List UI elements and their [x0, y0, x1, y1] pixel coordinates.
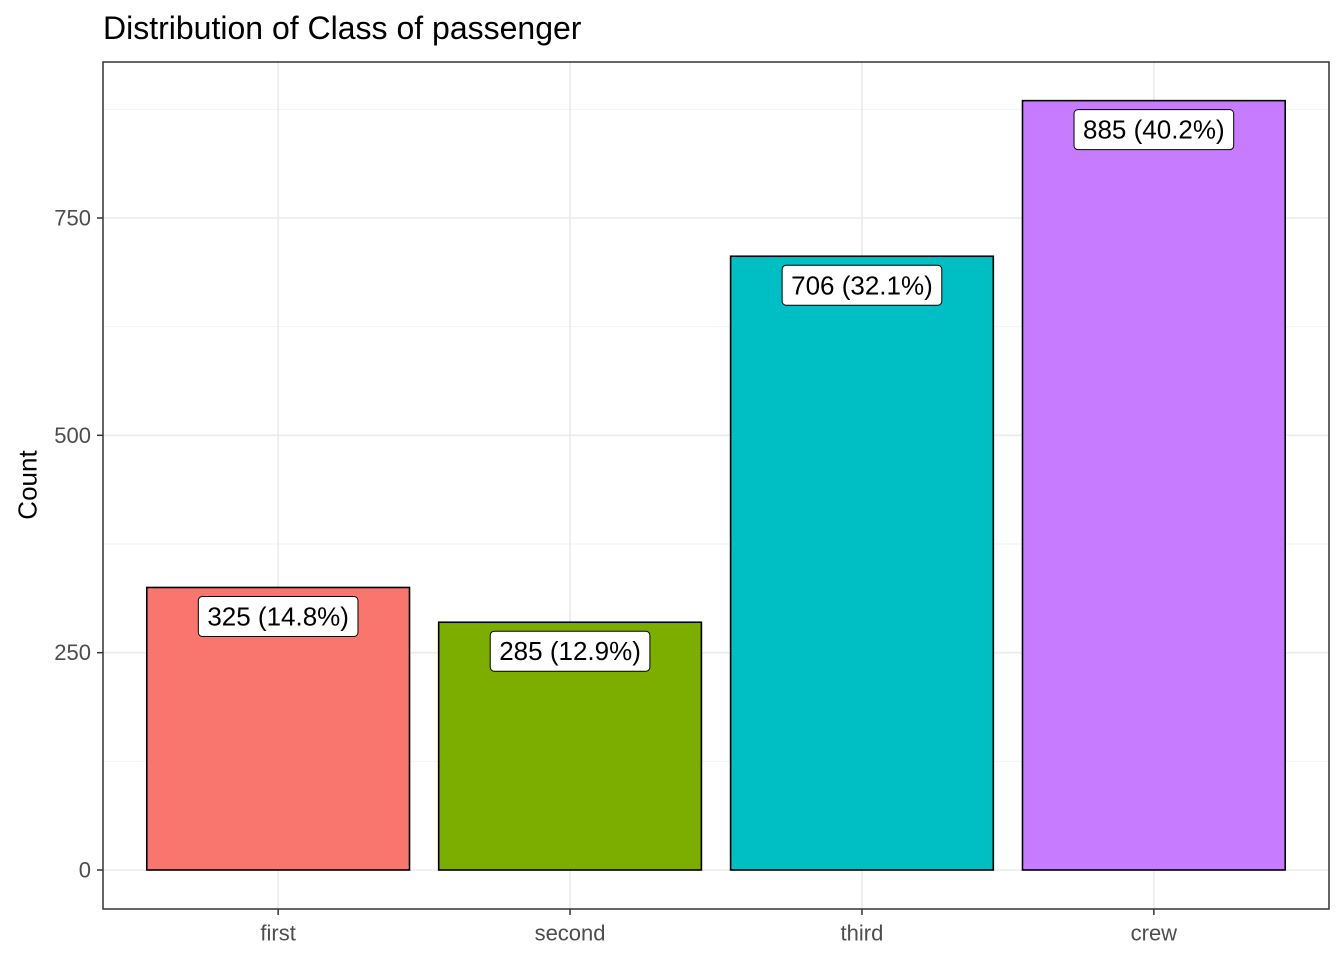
data-label-text: 885 (40.2%): [1083, 115, 1225, 145]
data-label-box: [781, 264, 943, 306]
data-label-text: 706 (32.1%): [791, 270, 933, 300]
y-tick-label: 750: [54, 206, 91, 231]
data-label-crew: 885 (40.2%): [1073, 109, 1235, 151]
chart-title: Distribution of Class of passenger: [103, 10, 582, 46]
data-label-box: [197, 595, 359, 637]
data-label-box: [1073, 109, 1235, 151]
bar-crew: [1021, 99, 1287, 871]
y-tick-label: 0: [79, 858, 91, 883]
panel-border: [102, 61, 1330, 910]
data-label-first: 325 (14.8%): [197, 595, 359, 637]
data-label-text: 325 (14.8%): [207, 601, 349, 631]
y-tick-label: 250: [54, 640, 91, 665]
data-labels: 325 (14.8%) 285 (12.9%) 706 (32.1%) 885 (40…: [197, 109, 1235, 672]
x-tick-label-second: second: [535, 921, 606, 946]
x-tick-label-crew: crew: [1131, 921, 1178, 946]
x-tick-label-first: first: [260, 921, 295, 946]
data-label-third: 706 (32.1%): [781, 264, 943, 306]
data-label-second: 285 (12.9%): [489, 630, 651, 672]
x-tick-label-third: third: [841, 921, 884, 946]
data-label-text: 285 (12.9%): [499, 636, 641, 666]
bar-third: [729, 255, 995, 871]
bars: [145, 99, 1287, 871]
data-label-box: [489, 630, 651, 672]
y-tick-label: 500: [54, 423, 91, 448]
axes: 0 250 500 750 first second third crew: [54, 206, 1177, 946]
